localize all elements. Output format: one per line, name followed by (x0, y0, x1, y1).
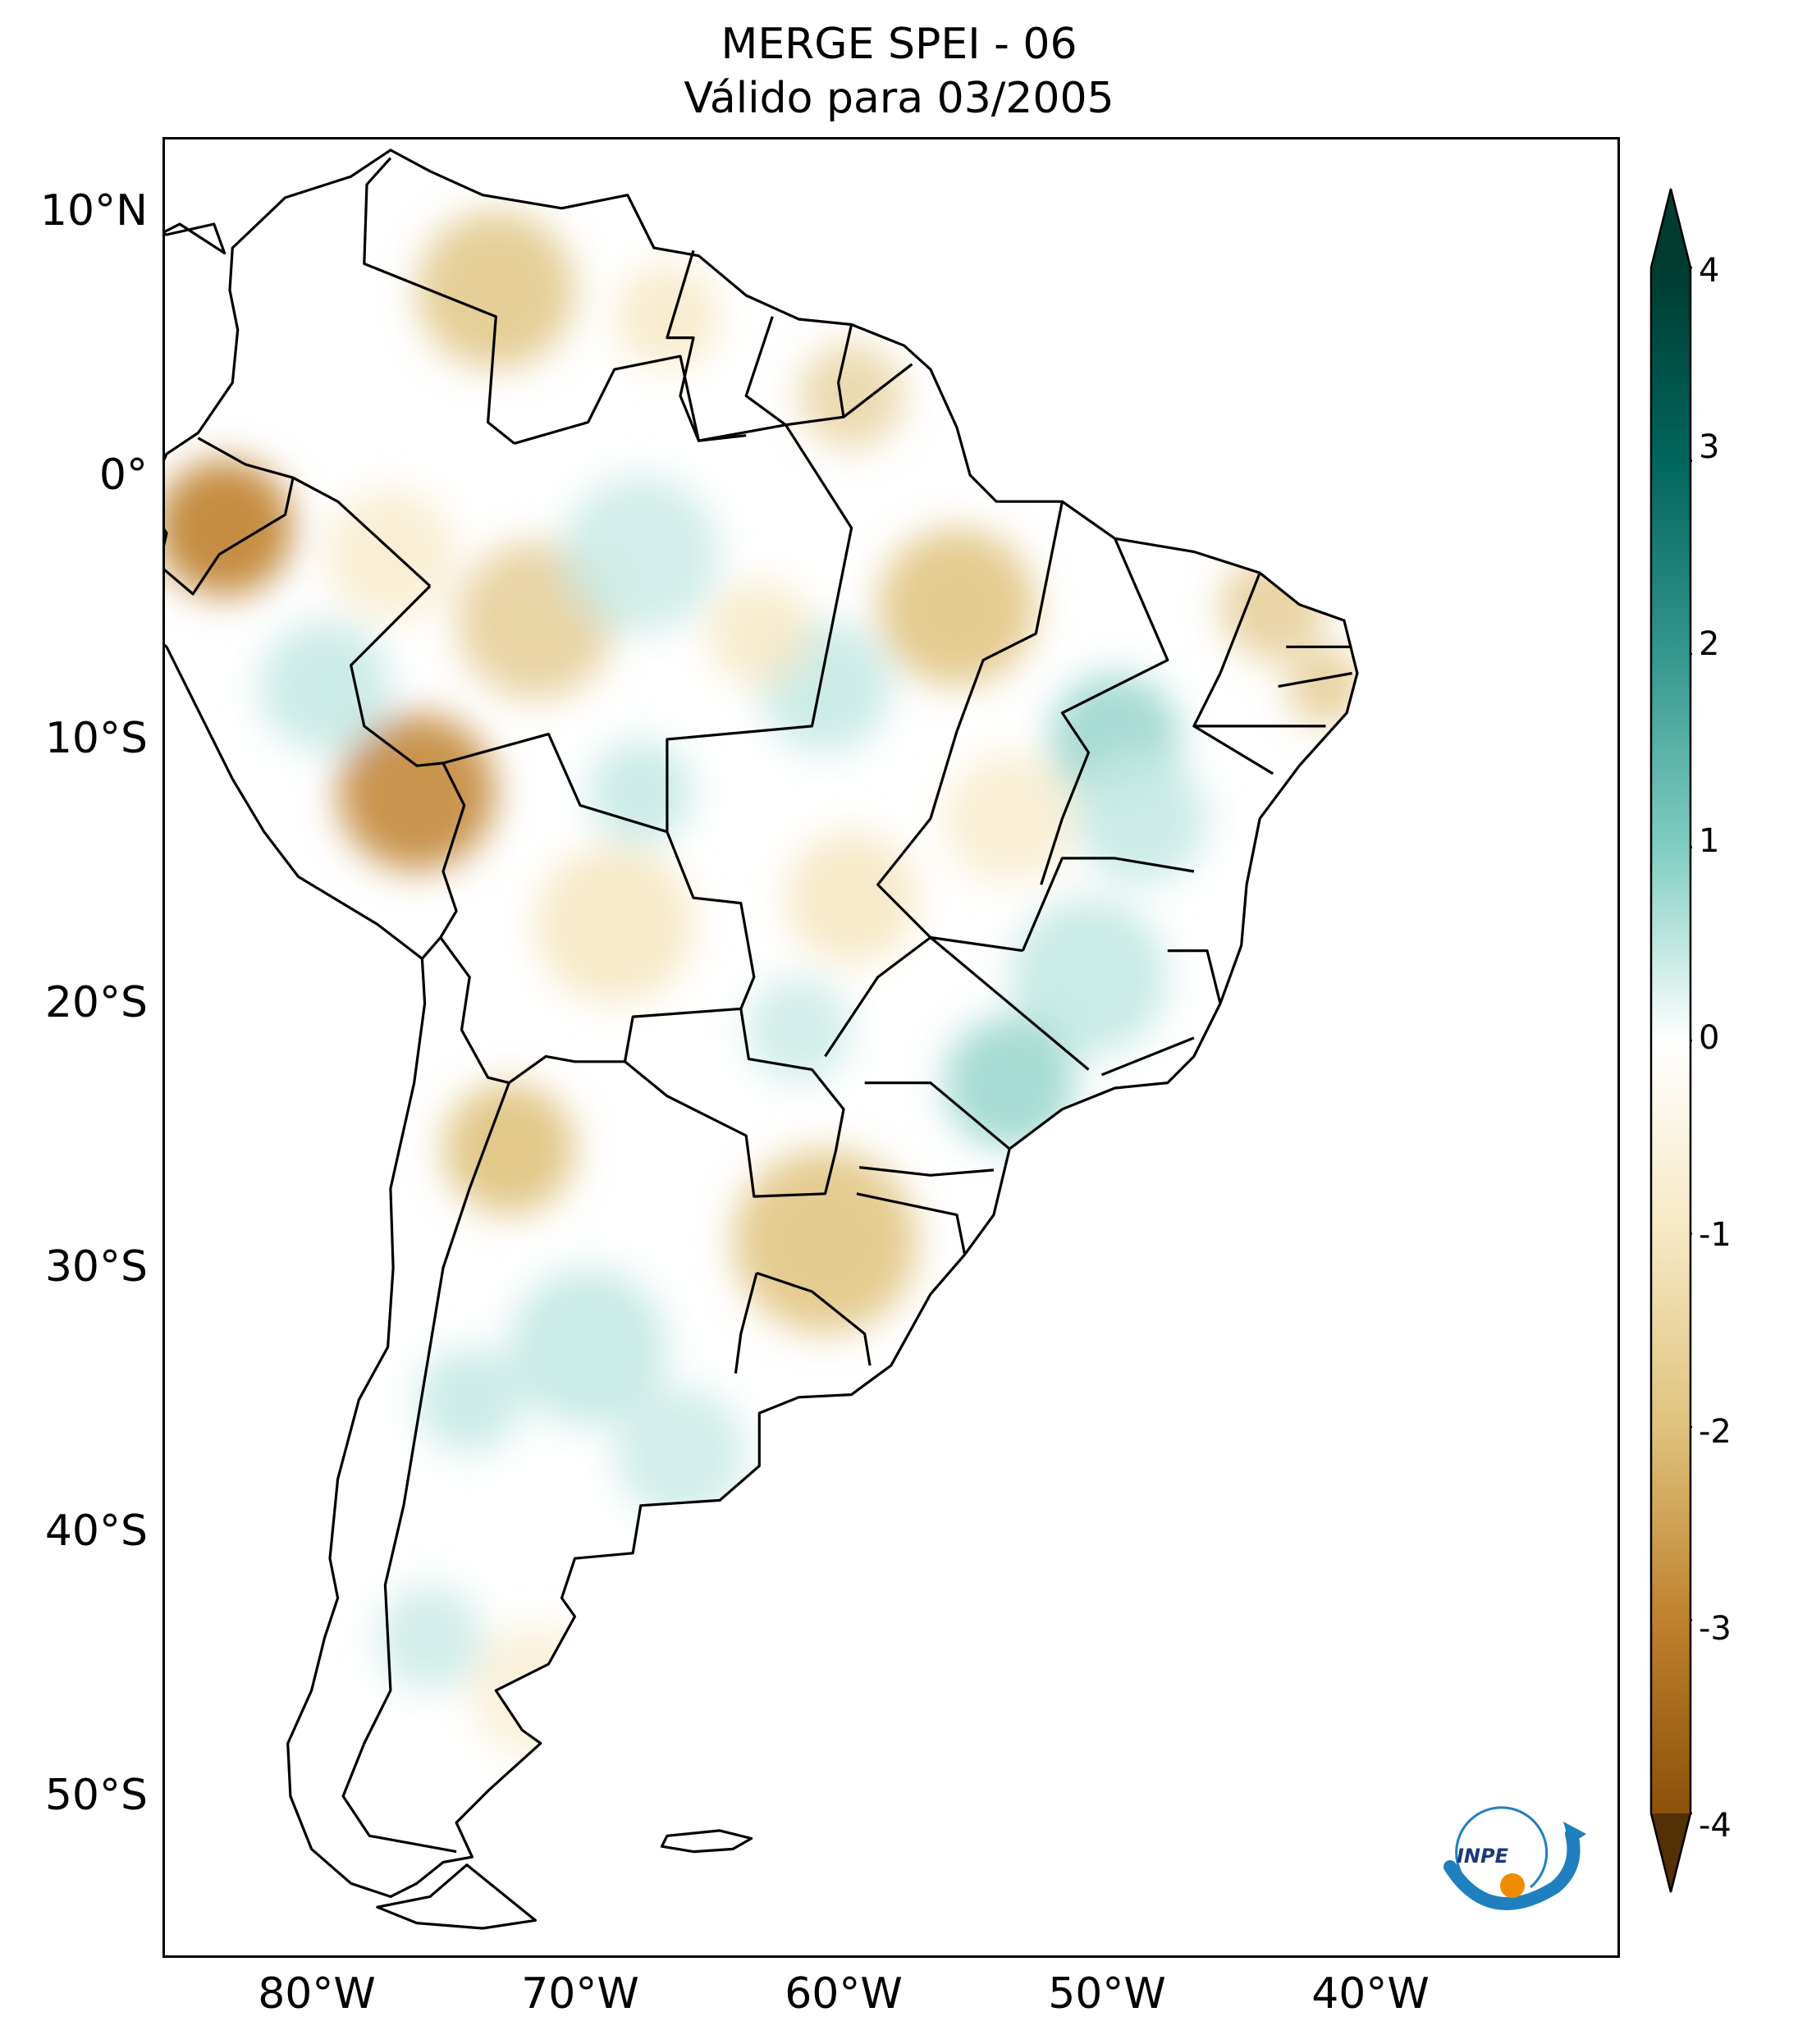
colorbar-extend-max (1651, 189, 1690, 268)
lat-label-10s: 10°S (44, 714, 148, 763)
colorbar-tick-minus3: -3 (1699, 1610, 1732, 1648)
lon-label-70w: 70°W (521, 1969, 639, 2019)
svg-text:INPE: INPE (1457, 1845, 1509, 1868)
colorbar-extend-min (1651, 1813, 1690, 1892)
colorbar-tick-minus4: -4 (1699, 1807, 1732, 1845)
colorbar-tick-1: 1 (1699, 822, 1720, 860)
colorbar-tick-2: 2 (1699, 625, 1720, 663)
lat-label-20s: 20°S (44, 978, 148, 1027)
colorbar-tick-4: 4 (1699, 252, 1720, 290)
lon-label-50w: 50°W (1048, 1969, 1166, 2019)
colorbar-tick-0: 0 (1699, 1019, 1720, 1057)
lat-label-50s: 50°S (44, 1771, 148, 1820)
colorbar-tick-minus2: -2 (1699, 1413, 1732, 1451)
lat-label-10n: 10°N (39, 186, 148, 235)
lat-label-30s: 30°S (44, 1242, 148, 1292)
map-area (162, 137, 1620, 1958)
colorbar-tick-3: 3 (1699, 428, 1720, 466)
lon-label-80w: 80°W (258, 1969, 376, 2019)
colorbar-gradient (1651, 268, 1690, 1813)
map-subtitle: Válido para 03/2005 (684, 74, 1114, 123)
colorbar (1649, 188, 1692, 1893)
colorbar-tick-minus1: -1 (1699, 1216, 1732, 1254)
lon-label-40w: 40°W (1311, 1969, 1430, 2019)
map-title: MERGE SPEI - 06 (721, 20, 1077, 69)
country-and-state-borders (165, 149, 1359, 1930)
lat-label-40s: 40°S (44, 1507, 148, 1556)
south-america-map (165, 149, 1359, 1930)
lat-label-0: 0° (98, 450, 148, 500)
inpe-logo-icon: INPE (1443, 1806, 1586, 1910)
spei-anomaly-field (165, 211, 1357, 1757)
lon-label-60w: 60°W (785, 1969, 903, 2019)
